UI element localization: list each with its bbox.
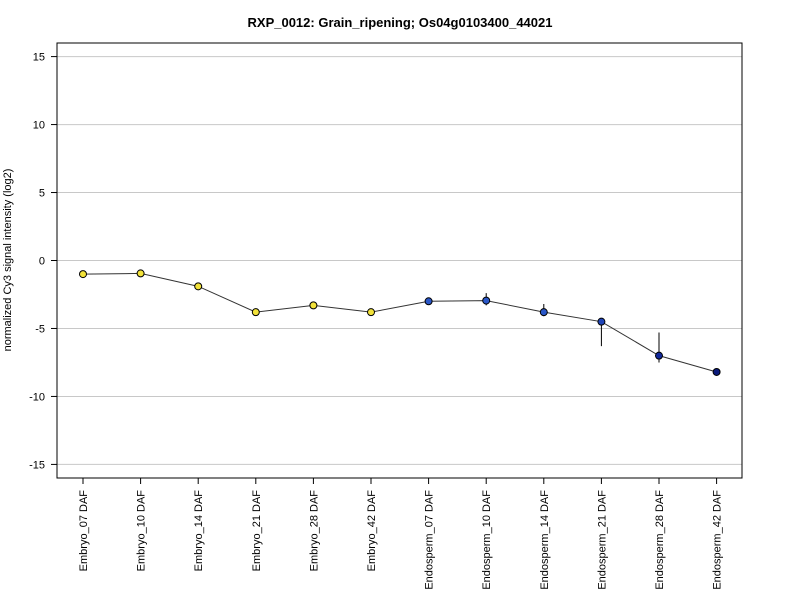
y-tick-label: 5 [39,188,45,200]
chart-title: RXP_0012: Grain_ripening; Os04g0103400_4… [248,15,553,30]
gridlines [57,56,742,465]
data-point [655,351,663,360]
x-tick-label: Embryo_28 DAF [308,490,320,572]
x-tick-label: Embryo_42 DAF [366,490,378,572]
y-tick-label: 10 [33,120,45,132]
x-tick-label: Endosperm_07 DAF [424,490,436,590]
x-tick-label: Endosperm_10 DAF [481,490,493,590]
data-point [136,269,145,278]
y-tick-label: 0 [39,256,45,268]
data-point [482,296,491,305]
x-axis: Embryo_07 DAF Embryo_10 DAF Embryo_14 DAF E… [78,478,724,590]
y-axis: -15 -10 -5 0 5 10 15 [29,43,58,478]
y-axis-label: normalized Cy3 signal intensity (log2) [2,169,14,352]
data-point [539,308,548,317]
data-point [712,367,721,376]
x-tick-label: Embryo_14 DAF [193,490,205,572]
data-point [367,308,375,317]
series-line [82,272,717,373]
x-tick-label: Endosperm_21 DAF [596,490,608,590]
data-point [79,270,87,279]
data-point [424,297,433,306]
data-point [194,282,203,291]
series-line-path [82,272,717,373]
x-tick-label: Embryo_21 DAF [251,490,263,572]
x-tick-label: Endosperm_14 DAF [539,490,551,590]
y-tick-label: 15 [33,52,45,64]
x-tick-label: Endosperm_28 DAF [654,490,666,590]
data-point [251,308,260,317]
y-tick-label: -10 [29,391,45,403]
y-tick-label: -15 [29,459,45,471]
x-tick-label: Embryo_07 DAF [78,490,90,572]
data-points [79,269,721,376]
data-point [597,317,606,326]
x-tick-label: Endosperm_42 DAF [712,490,724,590]
error-bars [82,271,718,374]
x-tick-label: Embryo_10 DAF [136,490,148,572]
y-tick-label: -5 [35,323,45,335]
data-point [309,301,318,310]
